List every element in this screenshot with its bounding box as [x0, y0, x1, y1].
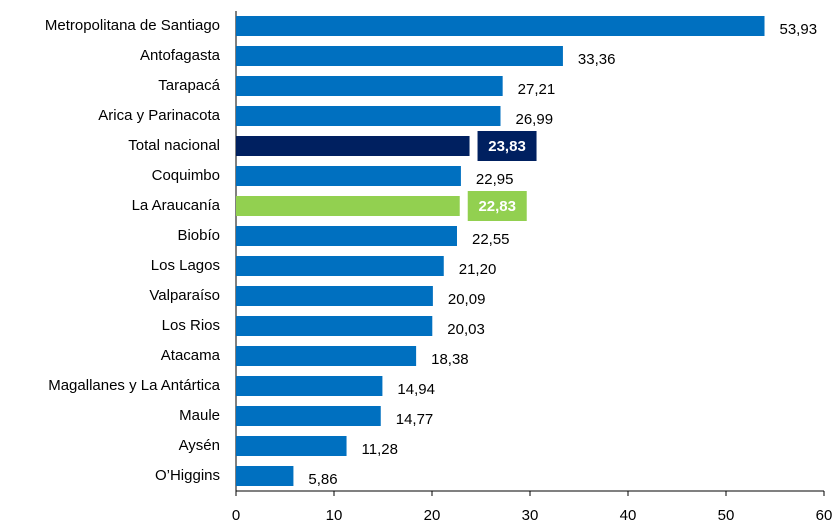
y-tick-label: Biobío	[177, 227, 220, 244]
bar	[236, 106, 501, 126]
bar	[236, 76, 503, 96]
value-label: 18,38	[431, 351, 469, 368]
value-label: 23,83	[488, 138, 526, 155]
y-tick-label: Arica y Parinacota	[98, 107, 220, 124]
value-label: 11,28	[362, 441, 398, 458]
bar	[236, 406, 381, 426]
bar	[236, 166, 461, 186]
y-tick-label: Valparaíso	[149, 287, 220, 304]
value-label: 20,03	[447, 321, 485, 338]
x-tick-label: 0	[232, 507, 240, 523]
bar	[236, 196, 460, 216]
bar	[236, 286, 433, 306]
y-tick-label: Los Rios	[162, 317, 220, 334]
value-label: 22,83	[478, 198, 516, 215]
x-tick-label: 60	[816, 507, 833, 523]
y-tick-label: Aysén	[179, 437, 220, 454]
value-label: 14,94	[397, 381, 435, 398]
value-label: 14,77	[396, 411, 434, 428]
value-label: 20,09	[448, 291, 486, 308]
y-tick-label: Los Lagos	[151, 257, 220, 274]
value-label: 27,21	[518, 81, 556, 98]
value-label: 33,36	[578, 51, 616, 68]
bar	[236, 466, 294, 486]
x-tick-label: 10	[326, 507, 343, 523]
x-tick-label: 40	[620, 507, 637, 523]
bar	[236, 136, 470, 156]
value-label: 22,95	[476, 171, 514, 188]
bar	[236, 46, 563, 66]
y-tick-label: Maule	[179, 407, 220, 424]
value-label: 5,86	[308, 471, 337, 488]
bar	[236, 376, 383, 396]
value-label: 53,93	[780, 21, 818, 38]
y-tick-label: O’Higgins	[155, 467, 220, 484]
bar	[236, 16, 765, 36]
bar	[236, 436, 347, 456]
y-tick-label: Metropolitana de Santiago	[45, 17, 220, 34]
value-label: 26,99	[516, 111, 554, 128]
y-tick-label: Total nacional	[128, 137, 220, 154]
value-label-box	[477, 131, 537, 161]
bar	[236, 346, 417, 366]
x-tick-label: 30	[522, 507, 539, 523]
y-tick-label: Antofagasta	[140, 47, 221, 64]
y-tick-label: Atacama	[161, 347, 221, 364]
y-tick-label: Coquimbo	[152, 167, 220, 184]
y-tick-label: Tarapacá	[158, 77, 220, 94]
bar	[236, 226, 457, 246]
bar	[236, 316, 433, 336]
value-label-box	[467, 191, 527, 221]
x-tick-label: 50	[718, 507, 735, 523]
y-tick-label: La Araucanía	[132, 197, 221, 214]
x-tick-label: 20	[424, 507, 441, 523]
y-tick-label: Magallanes y La Antártica	[48, 377, 220, 394]
bar	[236, 256, 444, 276]
value-label: 21,20	[459, 261, 497, 278]
value-label: 22,55	[472, 231, 510, 248]
